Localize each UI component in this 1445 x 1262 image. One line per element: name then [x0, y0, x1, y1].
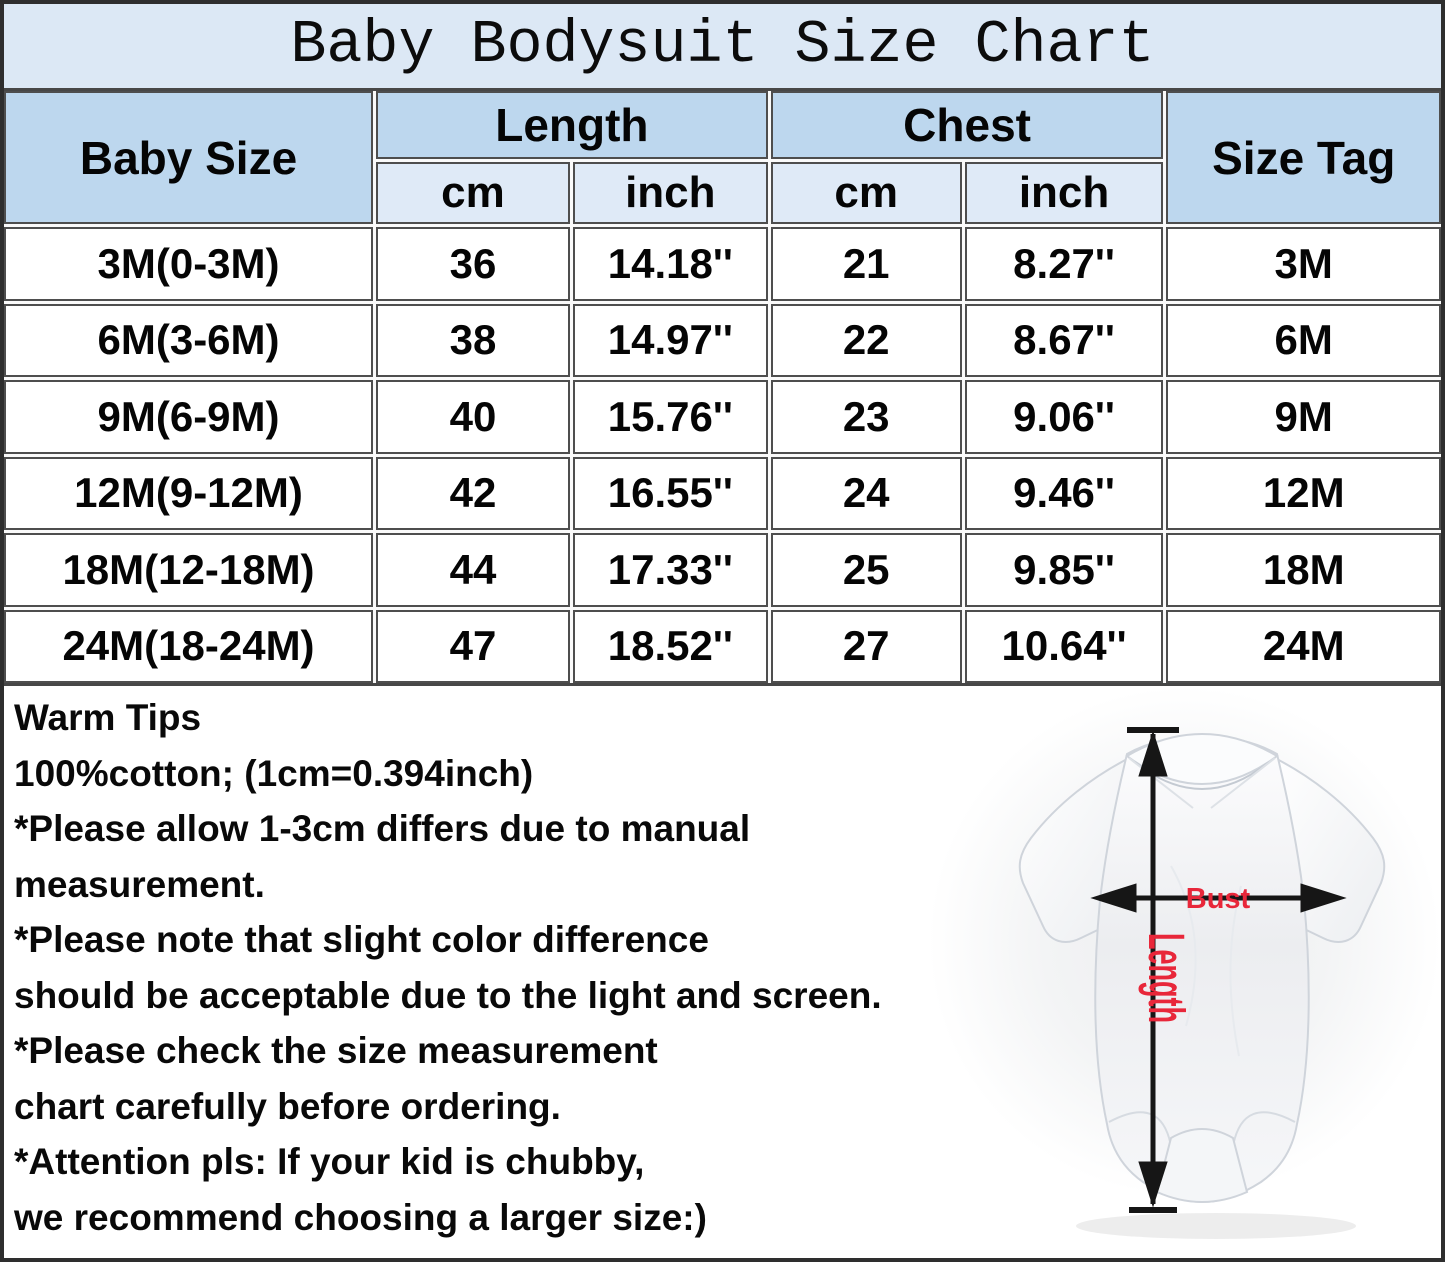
size-table: Baby Size Length Chest Size Tag cm inch …: [4, 91, 1441, 683]
length-label: Length: [1138, 933, 1196, 1023]
subheader-length-cm: cm: [376, 162, 570, 224]
cell-baby-size: 3M(0-3M): [4, 227, 374, 301]
cell-chest-inch: 9.06'': [964, 380, 1164, 454]
subheader-length-inch: inch: [572, 162, 768, 224]
cell-size-tag: 12M: [1166, 456, 1441, 530]
cell-chest-cm: 23: [770, 380, 962, 454]
warm-tips-heading: Warm Tips: [14, 697, 202, 738]
cell-chest-cm: 25: [770, 533, 962, 607]
cell-length-cm: 40: [376, 380, 570, 454]
tip-line: *Attention pls: If your kid is chubby,: [14, 1141, 645, 1182]
bust-label: Bust: [1186, 883, 1251, 915]
cell-size-tag: 6M: [1166, 303, 1441, 377]
cell-length-inch: 15.76'': [572, 380, 768, 454]
cell-length-cm: 47: [376, 609, 570, 683]
cell-chest-inch: 10.64'': [964, 609, 1164, 683]
cell-chest-inch: 8.27'': [964, 227, 1164, 301]
tip-line: 100%cotton; (1cm=0.394inch): [14, 752, 534, 794]
cell-size-tag: 18M: [1166, 533, 1441, 607]
cell-baby-size: 24M(18-24M): [4, 609, 374, 683]
header-baby-size: Baby Size: [4, 91, 374, 224]
cell-baby-size: 6M(3-6M): [4, 303, 374, 377]
tip-line: measurement.: [14, 863, 265, 905]
cell-chest-inch: 9.46'': [964, 456, 1164, 530]
cell-size-tag: 9M: [1166, 380, 1441, 454]
cell-chest-inch: 9.85'': [964, 533, 1164, 607]
header-length-group: Length: [376, 91, 768, 159]
bodysuit-image: [1018, 733, 1386, 1204]
cell-size-tag: 24M: [1166, 609, 1441, 683]
warm-tips-text: Warm Tips 100%cotton; (1cm=0.394inch) *P…: [14, 690, 882, 1245]
tip-line: should be acceptable due to the light an…: [14, 974, 882, 1016]
length-arrow: [1127, 727, 1179, 1213]
cell-baby-size: 12M(9-12M): [4, 456, 374, 530]
subheader-chest-inch: inch: [964, 162, 1164, 224]
tip-line: *Please note that slight color differenc…: [14, 919, 709, 960]
tip-line: *Please allow 1-3cm differs due to manua…: [14, 808, 751, 849]
cell-length-cm: 36: [376, 227, 570, 301]
bodysuit-diagram: Bust Length: [1018, 727, 1386, 1239]
bust-arrow: [1090, 883, 1347, 913]
cell-length-cm: 38: [376, 303, 570, 377]
cell-chest-cm: 27: [770, 609, 962, 683]
cell-length-inch: 16.55'': [572, 456, 768, 530]
cell-chest-inch: 8.67'': [964, 303, 1164, 377]
bodysuit-measurement-photo: Bust Length: [871, 686, 1441, 1254]
cell-baby-size: 18M(12-18M): [4, 533, 374, 607]
cell-size-tag: 3M: [1166, 227, 1441, 301]
cell-length-cm: 44: [376, 533, 570, 607]
header-chest-group: Chest: [770, 91, 1164, 159]
page-title: Baby Bodysuit Size Chart: [4, 4, 1441, 91]
tip-line: we recommend choosing a larger size:): [14, 1196, 707, 1238]
cell-length-inch: 14.18'': [572, 227, 768, 301]
cell-chest-cm: 22: [770, 303, 962, 377]
subheader-chest-cm: cm: [770, 162, 962, 224]
cell-chest-cm: 24: [770, 456, 962, 530]
cell-length-inch: 17.33'': [572, 533, 768, 607]
cell-baby-size: 9M(6-9M): [4, 380, 374, 454]
cell-chest-cm: 21: [770, 227, 962, 301]
tip-line: *Please check the size measurement: [14, 1030, 658, 1071]
cell-length-inch: 14.97'': [572, 303, 768, 377]
garment-shadow: [1076, 1213, 1356, 1239]
cell-length-cm: 42: [376, 456, 570, 530]
warm-tips-section: Warm Tips 100%cotton; (1cm=0.394inch) *P…: [4, 683, 1441, 1254]
cell-length-inch: 18.52'': [572, 609, 768, 683]
tip-line: chart carefully before ordering.: [14, 1085, 561, 1127]
header-size-tag: Size Tag: [1166, 91, 1441, 224]
